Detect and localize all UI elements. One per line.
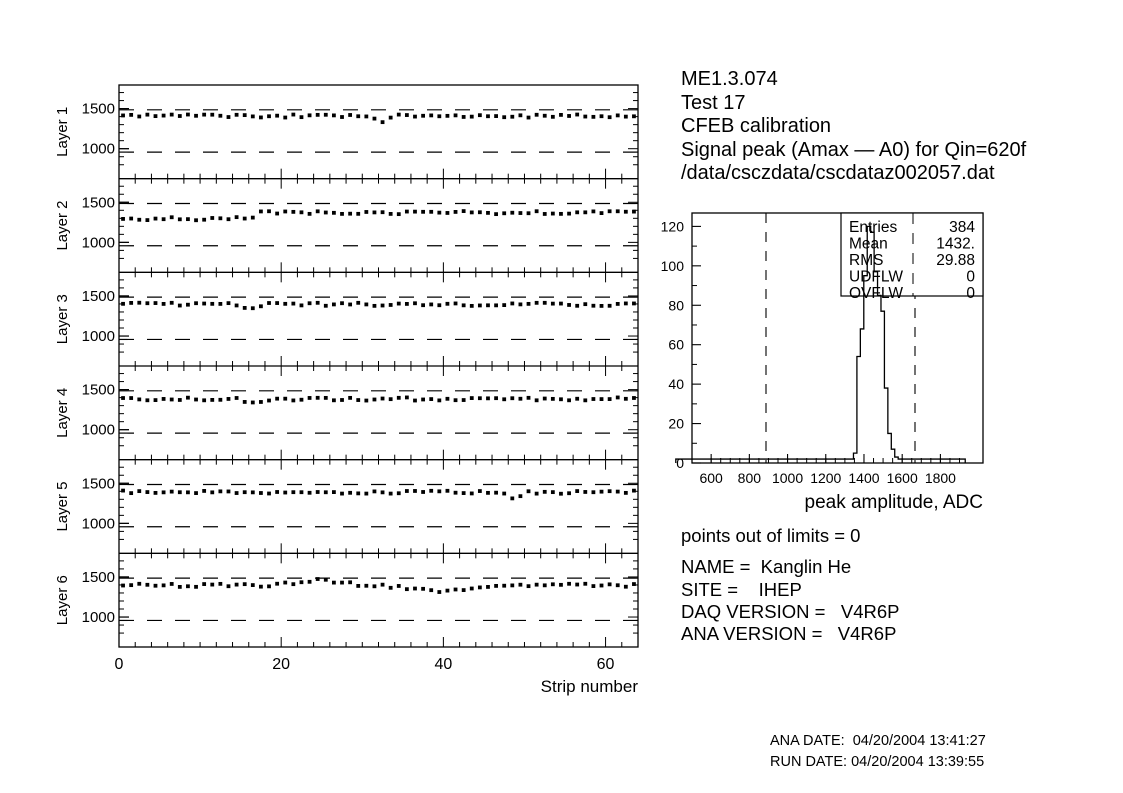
svg-text:Mean: Mean [849, 236, 888, 253]
svg-text:0: 0 [966, 285, 975, 302]
svg-text:600: 600 [699, 470, 723, 486]
svg-text:384: 384 [949, 219, 975, 236]
svg-text:1000: 1000 [772, 470, 803, 486]
svg-text:0: 0 [966, 269, 975, 286]
svg-text:0: 0 [676, 455, 684, 471]
svg-text:peak amplitude, ADC: peak amplitude, ADC [805, 492, 984, 513]
svg-text:1200: 1200 [810, 470, 841, 486]
svg-text:RMS: RMS [849, 252, 883, 269]
svg-text:80: 80 [668, 297, 684, 313]
svg-text:20: 20 [668, 416, 684, 432]
svg-text:1800: 1800 [925, 470, 956, 486]
svg-text:Entries: Entries [849, 219, 897, 236]
svg-text:OVFLW: OVFLW [849, 285, 903, 302]
svg-text:UDFLW: UDFLW [849, 269, 903, 286]
svg-text:60: 60 [668, 337, 684, 353]
svg-text:1400: 1400 [848, 470, 879, 486]
svg-text:120: 120 [661, 218, 685, 234]
svg-text:40: 40 [668, 376, 684, 392]
svg-text:1600: 1600 [887, 470, 918, 486]
svg-text:800: 800 [738, 470, 762, 486]
svg-text:1432.: 1432. [936, 236, 975, 253]
svg-text:29.88: 29.88 [936, 252, 975, 269]
svg-text:100: 100 [661, 258, 685, 274]
